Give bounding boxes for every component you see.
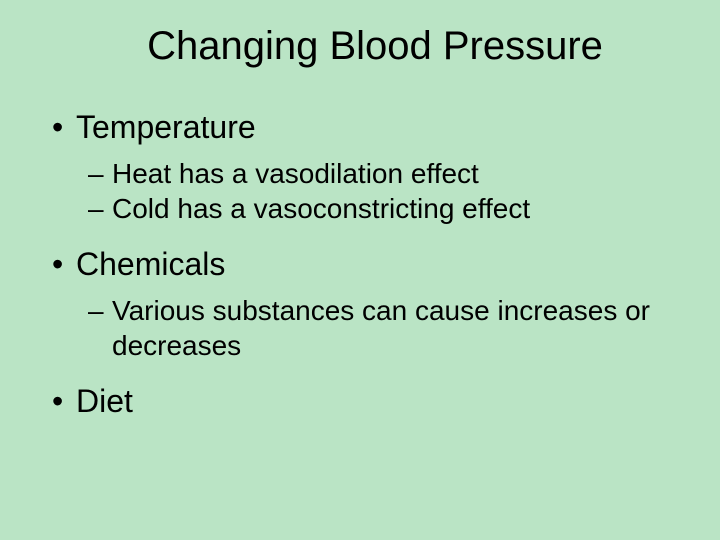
- slide-container: Changing Blood Pressure Temperature Heat…: [0, 0, 720, 454]
- bullet-list: Temperature Heat has a vasodilation effe…: [48, 109, 672, 420]
- bullet-item: Diet: [48, 383, 672, 420]
- sub-list: Heat has a vasodilation effect Cold has …: [48, 156, 672, 226]
- sub-bullet-item: Various substances can cause increases o…: [48, 293, 672, 363]
- slide-title: Changing Blood Pressure: [78, 24, 672, 69]
- bullet-item: Chemicals: [48, 246, 672, 283]
- bullet-item: Temperature: [48, 109, 672, 146]
- sub-bullet-item: Cold has a vasoconstricting effect: [48, 191, 672, 226]
- sub-list: Various substances can cause increases o…: [48, 293, 672, 363]
- sub-bullet-item: Heat has a vasodilation effect: [48, 156, 672, 191]
